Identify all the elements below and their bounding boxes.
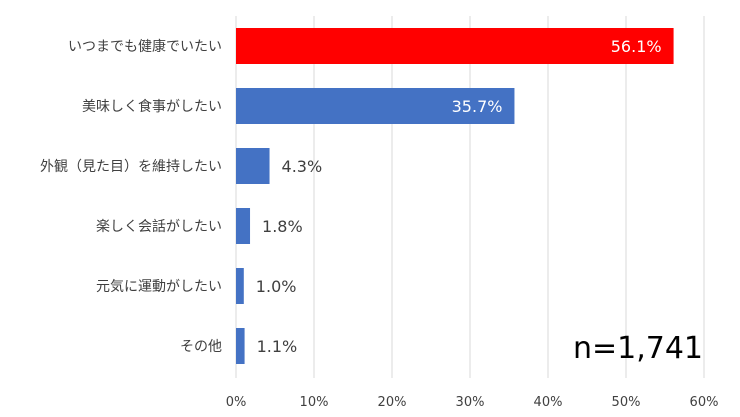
gridlines [235,16,705,378]
bars [236,28,674,364]
data-label: 1.8% [262,217,303,236]
x-axis-tick-labels: 0% 10% 20% 30% 40% 50% 60% [226,395,719,410]
bar [236,328,245,364]
x-tick-label: 50% [612,395,641,410]
x-tick-label: 0% [226,395,247,410]
category-label: 元気に運動がしたい [96,279,222,295]
category-label: 美味しく食事がしたい [82,98,222,115]
category-labels: いつまでも健康でいたい美味しく食事がしたい外観（見た目）を維持したい楽しく会話が… [40,38,222,355]
x-tick-label: 30% [456,395,485,410]
x-tick-label: 60% [690,395,719,410]
category-label: その他 [180,339,222,355]
x-tick-label: 20% [378,395,407,410]
data-label: 1.0% [256,277,297,296]
x-tick-label: 40% [534,395,563,410]
category-label: いつまでも健康でいたい [68,38,222,55]
data-labels: 56.1% 35.7% 4.3% 1.8% 1.0% 1.1% [256,37,662,356]
data-label: 4.3% [282,157,323,176]
bar [236,208,251,244]
sample-size-annotation: n=1,741 [573,331,703,366]
bar [236,88,515,124]
data-label: 1.1% [257,337,298,356]
bar [236,148,270,184]
bar [236,268,244,304]
x-tick-label: 10% [300,395,329,410]
category-label: 外観（見た目）を維持したい [40,158,222,175]
data-label: 56.1% [611,37,662,56]
bar [236,28,674,64]
category-label: 楽しく会話がしたい [96,218,222,235]
data-label: 35.7% [452,97,503,116]
